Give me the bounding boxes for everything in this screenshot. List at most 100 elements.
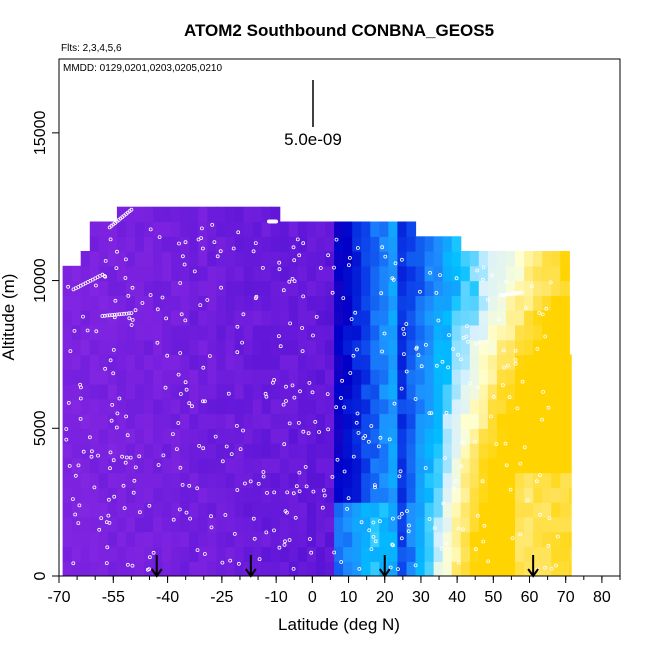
heatmap-cell	[162, 324, 172, 341]
heatmap-cell	[80, 502, 91, 518]
track-point	[202, 399, 207, 404]
track-point	[537, 311, 542, 315]
heatmap-cell	[388, 472, 398, 488]
heatmap-cell	[261, 516, 272, 533]
heatmap-cell	[551, 516, 561, 533]
heatmap-cell	[234, 561, 245, 576]
heatmap-cell	[306, 251, 317, 267]
heatmap-cell	[243, 206, 254, 223]
heatmap-cell	[225, 384, 236, 400]
flights-subtitle: Flts: 2,3,4,5,6	[61, 43, 122, 54]
heatmap-cell	[343, 221, 353, 237]
track-point	[549, 566, 554, 571]
heatmap-cell	[135, 561, 145, 576]
track-point	[290, 383, 295, 388]
heatmap-cell	[171, 295, 181, 311]
heatmap-cell	[487, 398, 498, 415]
heatmap-cell	[551, 487, 561, 503]
heatmap-cell	[71, 354, 82, 370]
heatmap-cell	[261, 280, 272, 296]
heatmap-cell	[126, 251, 136, 267]
heatmap-cell	[234, 310, 245, 326]
heatmap-cell	[80, 443, 91, 459]
track-point	[210, 222, 215, 227]
heatmap-cell	[316, 413, 326, 429]
track-point	[317, 430, 322, 434]
heatmap-cell	[379, 221, 389, 237]
heatmap-cell	[415, 561, 426, 576]
heatmap-cell	[542, 487, 552, 503]
heatmap-cell	[542, 457, 552, 474]
heatmap-cell	[397, 354, 407, 370]
heatmap-cell	[487, 561, 498, 576]
track-point	[78, 382, 82, 387]
heatmap-cell	[515, 354, 525, 370]
heatmap-cell	[153, 472, 163, 488]
track-point	[68, 349, 73, 354]
track-point	[413, 563, 418, 568]
heatmap-cell	[216, 443, 226, 459]
heatmap-cell	[352, 369, 362, 385]
heatmap-cell	[325, 502, 335, 518]
heatmap-cell	[506, 398, 516, 415]
heatmap-cell	[542, 280, 552, 296]
heatmap-cell	[171, 413, 181, 429]
heatmap-cell	[515, 251, 525, 267]
heatmap-cell	[207, 413, 217, 429]
track-point	[264, 394, 269, 399]
heatmap-cell	[496, 280, 507, 296]
heatmap-cell	[406, 280, 417, 296]
track-point	[108, 358, 113, 363]
track-point	[367, 528, 372, 533]
heatmap-cell	[542, 413, 552, 429]
heatmap-cell	[424, 472, 435, 488]
heatmap-cell	[207, 561, 217, 576]
heatmap-cell	[144, 487, 154, 503]
heatmap-cell	[343, 295, 353, 311]
track-point	[451, 347, 455, 351]
heatmap-cell	[361, 443, 371, 459]
heatmap-cell	[487, 472, 498, 488]
heatmap-cell	[180, 265, 190, 282]
heatmap-cell	[325, 251, 335, 267]
heatmap-cell	[234, 472, 245, 488]
heatmap-cell	[297, 280, 308, 296]
heatmap-cell	[451, 280, 462, 296]
heatmap-cell	[496, 310, 507, 326]
heatmap-cell	[316, 265, 326, 282]
heatmap-cell	[126, 546, 136, 562]
heatmap-cell	[261, 384, 272, 400]
heatmap-cell	[406, 487, 417, 503]
heatmap-cell	[415, 265, 426, 282]
heatmap-cell	[352, 457, 362, 474]
heatmap-cell	[207, 324, 217, 341]
track-point	[282, 543, 287, 547]
heatmap-cell	[370, 236, 380, 252]
heatmap-cell	[460, 457, 471, 474]
heatmap-cell	[198, 472, 208, 488]
heatmap-cell	[234, 369, 245, 385]
track-point	[124, 257, 128, 262]
heatmap-cell	[469, 428, 480, 444]
heatmap-cell	[460, 516, 471, 533]
heatmap-cell	[71, 546, 82, 562]
heatmap-cell	[334, 236, 344, 252]
heatmap-cell	[189, 295, 199, 311]
heatmap-cell	[98, 354, 109, 370]
heatmap-cell	[180, 251, 190, 267]
heatmap-cell	[261, 546, 272, 562]
heatmap-cell	[515, 324, 525, 341]
heatmap-cell	[297, 384, 308, 400]
heatmap-cell	[98, 428, 109, 444]
heatmap-cell	[370, 384, 380, 400]
heatmap-cell	[334, 324, 344, 341]
heatmap-cell	[469, 339, 480, 356]
heatmap-cell	[370, 339, 380, 356]
heatmap-cell	[71, 339, 82, 356]
heatmap-cell	[80, 472, 91, 488]
heatmap-cell	[343, 561, 353, 576]
heatmap-cell	[415, 339, 426, 356]
track-point	[518, 461, 523, 466]
track-point	[326, 253, 331, 258]
track-point	[296, 420, 301, 425]
